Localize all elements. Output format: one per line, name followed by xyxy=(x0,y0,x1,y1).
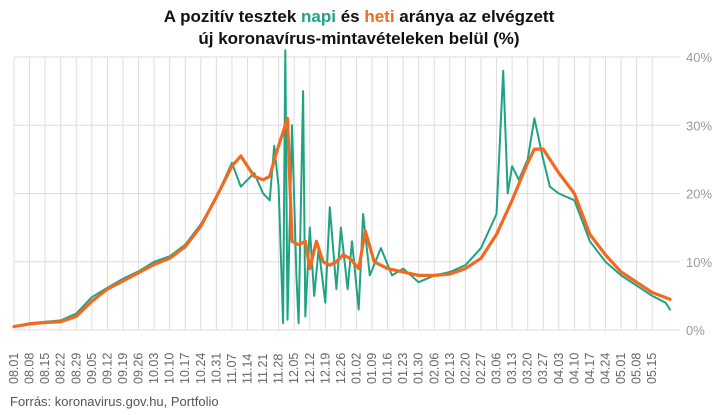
title-text-1: A pozitív tesztek xyxy=(163,7,302,26)
x-tick-label: 08.15 xyxy=(38,353,52,384)
x-tick-label: 09.19 xyxy=(116,353,130,384)
x-axis-ticks: 08.01 08.08 08.15 08.22 08.29 09.05 09.12 09.19… xyxy=(7,353,659,384)
y-tick-label: 20% xyxy=(686,187,712,202)
x-tick-label: 03.20 xyxy=(521,353,535,384)
x-tick-label: 02.13 xyxy=(443,353,457,384)
x-tick-label: 01.02 xyxy=(349,353,363,384)
series-line-heti xyxy=(12,116,672,329)
x-tick-label: 04.10 xyxy=(567,353,581,384)
x-tick-label: 10.24 xyxy=(194,353,208,384)
y-tick-label: 40% xyxy=(686,50,712,65)
x-tick-label: 01.09 xyxy=(365,353,379,384)
x-tick-label: 08.01 xyxy=(7,353,21,384)
x-tick-label: 08.08 xyxy=(23,353,37,384)
chart-title-line1: A pozitív tesztek napi és heti aránya az… xyxy=(0,6,718,28)
series-lines xyxy=(12,49,672,329)
x-tick-label: 11.28 xyxy=(272,354,286,384)
x-tick-label: 04.24 xyxy=(599,353,613,384)
x-tick-label: 12.05 xyxy=(287,353,301,384)
x-tick-label: 10.03 xyxy=(147,353,161,384)
x-tick-label: 01.23 xyxy=(396,353,410,384)
x-tick-label: 10.10 xyxy=(163,353,177,384)
title-text-2: és xyxy=(335,7,365,26)
x-tick-label: 11.14 xyxy=(240,354,254,384)
x-tick-label: 10.31 xyxy=(209,353,223,384)
y-tick-label: 0% xyxy=(686,323,705,338)
x-tick-label: 12.19 xyxy=(318,353,332,384)
x-tick-label: 04.17 xyxy=(583,353,597,384)
x-tick-label: 05.15 xyxy=(645,353,659,384)
x-tick-label: 08.22 xyxy=(54,353,68,384)
x-tick-label: 03.27 xyxy=(536,353,550,384)
x-tick-label: 04.03 xyxy=(552,353,566,384)
title-keyword-daily: napi xyxy=(301,7,336,26)
x-tick-label: 02.27 xyxy=(474,353,488,384)
source-note: Forrás: koronavirus.gov.hu, Portfolio xyxy=(10,394,219,409)
x-tick-label: 02.06 xyxy=(427,353,441,384)
x-tick-label: 12.12 xyxy=(303,353,317,384)
x-tick-label: 08.29 xyxy=(69,353,83,384)
title-text-3: aránya az elvégzett xyxy=(394,7,555,26)
x-tick-label: 10.17 xyxy=(178,353,192,384)
y-axis-ticks: 0% 10% 20% 30% 40% xyxy=(686,50,712,338)
x-tick-label: 05.08 xyxy=(630,353,644,384)
x-tick-label: 03.13 xyxy=(505,353,519,384)
x-tick-label: 11.07 xyxy=(225,354,239,384)
x-tick-label: 09.05 xyxy=(85,353,99,384)
y-tick-label: 30% xyxy=(686,118,712,133)
x-tick-label: 09.12 xyxy=(100,353,114,384)
x-tick-label: 12.26 xyxy=(334,353,348,384)
x-tick-label: 01.30 xyxy=(412,353,426,384)
chart-title-line2: új koronavírus-mintavételeken belül (%) xyxy=(198,29,520,48)
x-tick-label: 11.21 xyxy=(256,354,270,384)
x-tick-label: 09.26 xyxy=(132,353,146,384)
chart-title: A pozitív tesztek napi és heti aránya az… xyxy=(0,6,718,50)
x-tick-label: 03.06 xyxy=(490,353,504,384)
x-tick-label: 02.20 xyxy=(458,353,472,384)
x-tick-label: 01.16 xyxy=(381,353,395,384)
y-tick-label: 10% xyxy=(686,255,712,270)
x-tick-label: 05.01 xyxy=(614,353,628,384)
title-keyword-weekly: heti xyxy=(364,7,395,26)
